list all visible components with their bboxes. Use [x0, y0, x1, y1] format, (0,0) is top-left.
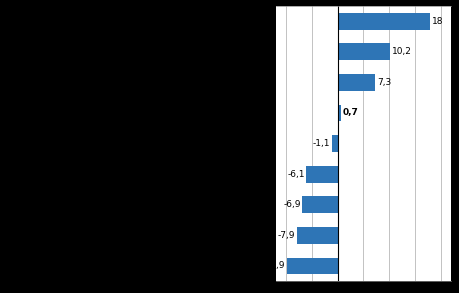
Bar [331, 135, 337, 152]
Text: -7,9: -7,9 [277, 231, 295, 240]
Text: -9,9: -9,9 [267, 261, 285, 270]
Text: 7,3: 7,3 [376, 78, 390, 87]
Bar [306, 166, 337, 183]
Bar [297, 227, 337, 244]
Bar [286, 258, 337, 274]
Text: -6,1: -6,1 [287, 170, 304, 179]
Bar [337, 105, 341, 121]
Bar [302, 196, 337, 213]
Text: -6,9: -6,9 [283, 200, 300, 209]
Text: 10,2: 10,2 [391, 47, 411, 56]
Bar [337, 13, 429, 30]
Bar [337, 74, 375, 91]
Bar [337, 43, 389, 60]
Text: -1,1: -1,1 [312, 139, 330, 148]
Text: 18: 18 [431, 17, 442, 26]
Text: 0,7: 0,7 [342, 108, 358, 117]
